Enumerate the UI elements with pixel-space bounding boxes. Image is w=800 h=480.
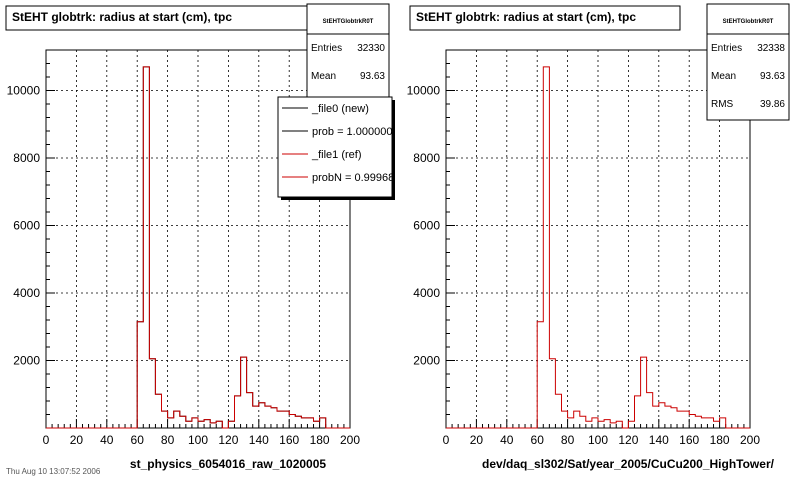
stats-label: Mean	[311, 71, 336, 82]
x-tick-label: 140	[649, 433, 669, 447]
histogram-series-1	[46, 66, 350, 429]
x-tick-label: 200	[340, 433, 360, 447]
x-tick-label: 140	[249, 433, 269, 447]
y-tick-label: 8000	[413, 151, 440, 165]
stats-value: 93.63	[760, 71, 785, 82]
x-tick-label: 80	[561, 433, 575, 447]
stats-name: StEHTGlobtrkR0T	[723, 19, 774, 25]
x-tick-label: 180	[310, 433, 330, 447]
chart-title: StEHT globtrk: radius at start (cm), tpc	[416, 10, 636, 24]
legend-entry: prob = 1.000000	[312, 126, 392, 138]
x-tick-label: 0	[43, 433, 50, 447]
left-chart-panel: 0 20 40 60 80 100 120 140 160 180 200 2000 4000 6000 8…	[5, 3, 395, 471]
legend-entry: probN = 0.99968	[312, 172, 394, 184]
stats-label: Entries	[711, 43, 742, 54]
right-chart-panel: 0 20 40 60 80 100 120 140 160 180 200 2000 4000 6000 8…	[407, 3, 790, 471]
legend-box	[277, 96, 393, 198]
stats-value: 32338	[757, 43, 785, 54]
stats-value: 93.63	[360, 71, 385, 82]
stats-box	[306, 3, 390, 109]
footer-date: Thu Aug 10 13:07:52 2006	[6, 467, 101, 476]
legend-entry: _file0 (new)	[311, 103, 369, 115]
x-tick-label: 100	[588, 433, 608, 447]
x-tick-label: 160	[679, 433, 699, 447]
stats-value: 32330	[357, 43, 385, 54]
y-tick-label: 4000	[13, 286, 40, 300]
y-tick-label: 6000	[13, 219, 40, 233]
x-tick-label: 160	[279, 433, 299, 447]
x-axis-label: dev/daq_sl302/Sat/year_2005/CuCu200_High…	[482, 457, 775, 471]
x-tick-label: 60	[531, 433, 545, 447]
x-tick-label: 80	[161, 433, 175, 447]
stats-name: StEHTGlobtrkR0T	[323, 19, 374, 25]
stats-value: 39.86	[760, 99, 785, 110]
stats-box	[706, 3, 790, 121]
title-box	[5, 5, 309, 31]
y-tick-label: 10000	[407, 84, 441, 98]
x-tick-label: 20	[470, 433, 484, 447]
x-tick-label: 40	[500, 433, 514, 447]
y-tick-label: 4000	[413, 286, 440, 300]
x-tick-label: 180	[710, 433, 730, 447]
x-axis-label: st_physics_6054016_raw_1020005	[130, 457, 326, 471]
x-tick-label: 120	[618, 433, 638, 447]
title-box	[409, 5, 681, 31]
histogram-series-0	[446, 66, 750, 429]
x-tick-label: 100	[188, 433, 208, 447]
y-tick-label: 2000	[13, 354, 40, 368]
x-tick-label: 60	[131, 433, 145, 447]
x-tick-label: 200	[740, 433, 760, 447]
y-tick-label: 8000	[13, 151, 40, 165]
x-tick-label: 40	[100, 433, 114, 447]
x-tick-label: 20	[70, 433, 84, 447]
stats-label: Mean	[711, 71, 736, 82]
stats-label: RMS	[711, 99, 734, 110]
y-tick-label: 2000	[413, 354, 440, 368]
x-tick-label: 0	[443, 433, 450, 447]
chart-title: StEHT globtrk: radius at start (cm), tpc	[12, 10, 232, 24]
stats-label: Entries	[311, 43, 342, 54]
x-tick-label: 120	[218, 433, 238, 447]
legend-entry: _file1 (ref)	[311, 149, 362, 161]
y-tick-label: 6000	[413, 219, 440, 233]
y-tick-label: 10000	[7, 84, 41, 98]
